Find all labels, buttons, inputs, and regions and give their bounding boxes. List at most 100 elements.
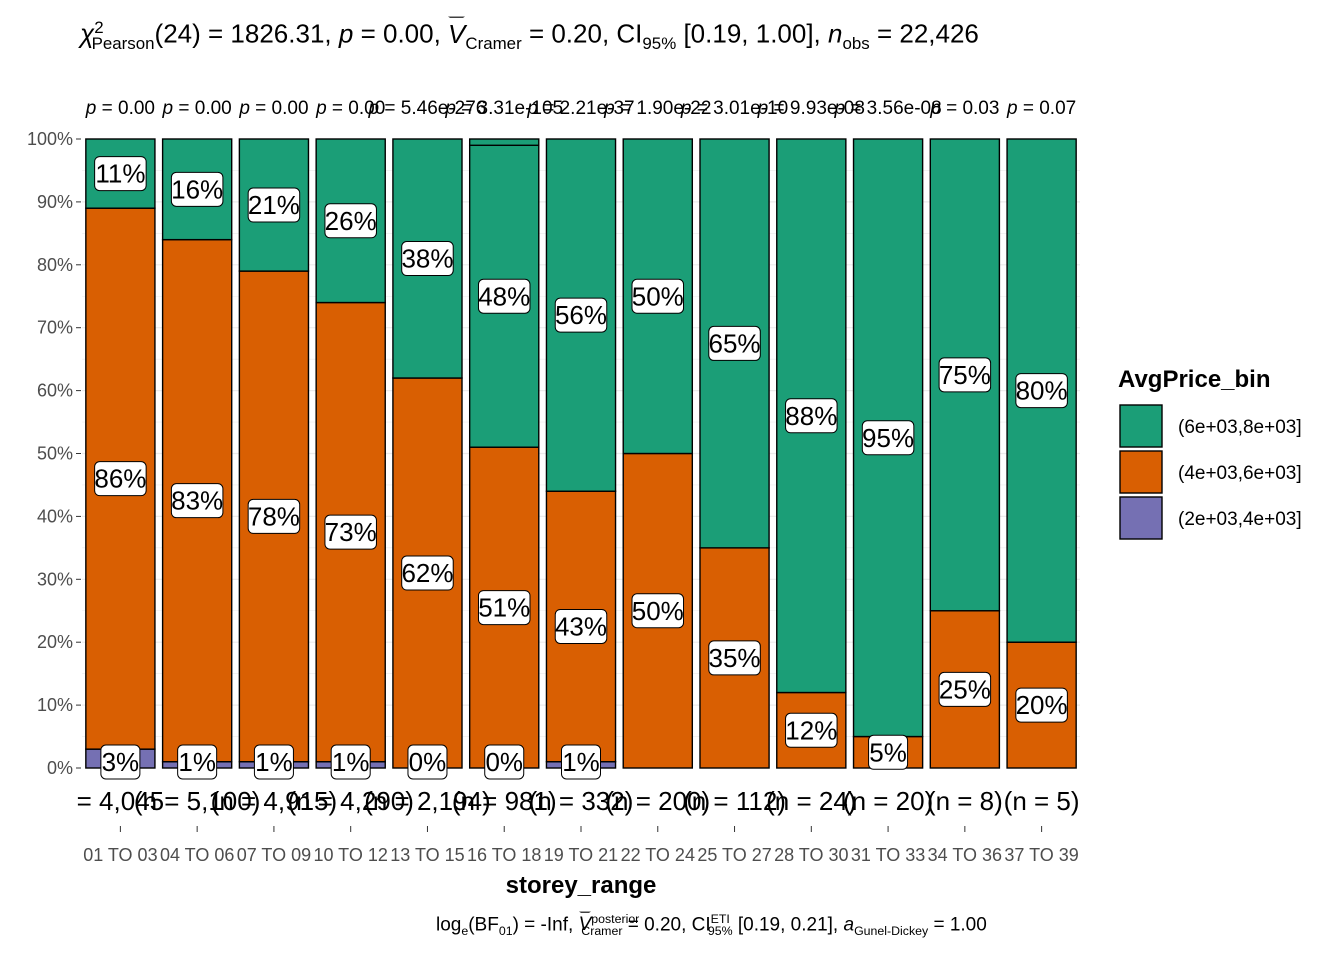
p-value-label: p = 0.00 xyxy=(85,98,155,119)
segment-label: 78% xyxy=(248,501,300,531)
segment-label-box xyxy=(247,498,301,534)
x-tick-label: 25 TO 27 xyxy=(697,845,771,865)
segment-label-box xyxy=(938,671,992,707)
segment-label: 48% xyxy=(478,281,530,311)
n-count-label: (n = 20) xyxy=(843,786,933,816)
p-value-label: p = 3.56e-08 xyxy=(833,98,941,119)
segment-label: 1% xyxy=(255,747,293,777)
p-value-label: p = 9.93e-08 xyxy=(757,98,865,119)
segment-label-box xyxy=(868,734,909,770)
n-count-label: (n = 5,100) xyxy=(134,786,260,816)
x-tick-label: 31 TO 33 xyxy=(851,845,925,865)
segment-label: 95% xyxy=(862,423,914,453)
segment-label: 20% xyxy=(1016,690,1068,720)
segment-label: 43% xyxy=(555,611,607,641)
n-count-label: (n = 24) xyxy=(766,786,856,816)
segment-label-box xyxy=(94,156,147,192)
segment-label-box xyxy=(785,398,838,434)
chart-title: χ2Pearson(24) = 1826.31, p = 0.00, VCram… xyxy=(80,18,979,53)
segment-label-box xyxy=(484,744,525,780)
segment-label: 35% xyxy=(709,643,761,673)
segment-label-box xyxy=(401,241,454,277)
segment-label-box xyxy=(861,420,915,456)
segment-label-box xyxy=(554,297,608,333)
x-tick-label: 19 TO 21 xyxy=(544,845,618,865)
segment-label-box xyxy=(330,744,371,780)
segment-label: 73% xyxy=(325,517,377,547)
p-value-label: p = 5.46e-276 xyxy=(368,98,487,119)
segment-label-box xyxy=(631,278,685,314)
y-tick-label: 90% xyxy=(37,192,73,212)
n-count-label: = 4,045 xyxy=(77,786,164,816)
segment-label: 86% xyxy=(94,464,146,494)
segment-label-box xyxy=(170,171,224,207)
x-tick-label: 22 TO 24 xyxy=(621,845,695,865)
segment-label: 11% xyxy=(95,159,145,189)
segment-label-box xyxy=(401,555,454,591)
segment-label-box xyxy=(170,483,224,519)
segment-label: 26% xyxy=(325,206,377,236)
legend-swatch xyxy=(1119,496,1163,540)
segment-label: 75% xyxy=(939,360,991,390)
segment-label-box xyxy=(785,712,838,748)
p-value-label: p = 0.03 xyxy=(929,98,999,119)
segment-label-box xyxy=(708,640,761,676)
segment-label-box xyxy=(253,744,294,780)
n-count-label: (n = 2,194) xyxy=(364,786,490,816)
n-count-label: (n = 5) xyxy=(1004,786,1080,816)
segment-label-box xyxy=(477,590,531,626)
legend-label: (4e+03,6e+03] xyxy=(1178,463,1302,484)
n-count-label: (n = 112) xyxy=(683,786,786,816)
y-tick-label: 70% xyxy=(37,318,73,338)
segment-label-box xyxy=(324,203,377,239)
segment-label: 56% xyxy=(555,300,607,330)
segment-label: 62% xyxy=(401,558,453,588)
segment-label: 12% xyxy=(785,715,837,745)
p-value-label: p = 2.21e-37 xyxy=(526,98,634,119)
segment-label: 1% xyxy=(332,747,370,777)
x-tick-label: 28 TO 30 xyxy=(774,845,848,865)
segment-label-box xyxy=(324,514,377,550)
segment-label-box xyxy=(631,593,685,629)
y-tick-label: 10% xyxy=(37,695,73,715)
y-tick-label: 80% xyxy=(37,255,73,275)
n-count-label: (n = 8) xyxy=(927,786,1003,816)
segment-label-box xyxy=(477,278,531,314)
segment-label-box xyxy=(938,357,992,393)
segment-label: 5% xyxy=(869,737,907,767)
segment-label: 16% xyxy=(171,174,223,204)
legend-swatch xyxy=(1119,450,1163,494)
segment-label: 65% xyxy=(709,328,761,358)
segment-label: 51% xyxy=(478,593,530,623)
p-value-label: p = 0.00 xyxy=(162,98,232,119)
segment-label: 3% xyxy=(102,747,140,777)
x-tick-label: 16 TO 18 xyxy=(467,845,541,865)
segment-label-box xyxy=(1015,687,1068,723)
segment-label: 1% xyxy=(178,747,216,777)
p-value-label: p = 0.00 xyxy=(315,98,385,119)
x-axis-title: storey_range xyxy=(506,872,657,899)
segment-label-box xyxy=(561,744,601,780)
segment-label: 21% xyxy=(248,190,300,220)
legend-title: AvgPrice_bin xyxy=(1118,366,1271,393)
segment-label-box xyxy=(100,744,141,780)
y-tick-label: 0% xyxy=(47,758,73,778)
y-tick-label: 40% xyxy=(37,506,73,526)
legend-swatch xyxy=(1119,404,1163,448)
x-tick-label: 01 TO 03 xyxy=(83,845,157,865)
segment-label-box xyxy=(1015,373,1068,409)
segment-label: 50% xyxy=(632,281,684,311)
segment-label: 38% xyxy=(401,244,453,274)
y-tick-label: 60% xyxy=(37,381,73,401)
segment-label: 88% xyxy=(785,401,837,431)
p-value-label: p = 3.01e-10 xyxy=(680,98,788,119)
x-tick-label: 04 TO 06 xyxy=(160,845,234,865)
x-tick-label: 13 TO 15 xyxy=(390,845,464,865)
segment-label: 1% xyxy=(562,747,600,777)
segment-label-box xyxy=(708,325,761,361)
y-tick-label: 50% xyxy=(37,444,73,464)
n-count-label: (n = 332) xyxy=(529,786,634,816)
n-count-label: (n = 200) xyxy=(605,786,710,816)
segment-label-box xyxy=(177,744,218,780)
